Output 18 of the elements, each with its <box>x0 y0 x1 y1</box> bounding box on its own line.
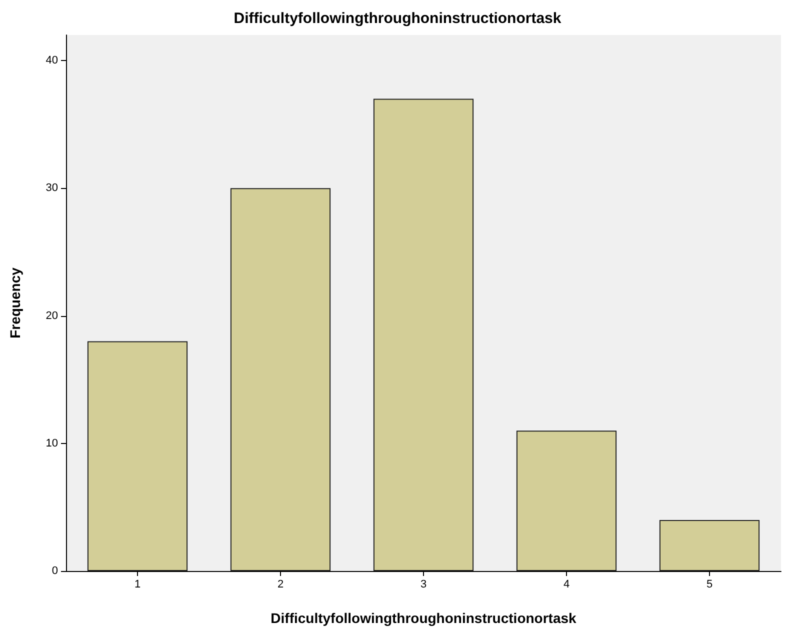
y-tick-label: 30 <box>46 182 58 194</box>
x-tick-label: 2 <box>277 578 284 590</box>
y-tick-label: 0 <box>52 565 58 577</box>
x-tick-label: 4 <box>563 578 570 590</box>
x-axis-title: Difficultyfollowingthroughoninstructionortask <box>270 610 577 626</box>
bar <box>373 98 474 571</box>
bar <box>230 188 331 571</box>
x-tick-label: 5 <box>706 578 713 590</box>
bar <box>659 520 760 571</box>
y-tick-label: 10 <box>46 437 58 450</box>
y-axis-title: Frequency <box>7 267 23 338</box>
x-tick-label: 1 <box>134 578 141 590</box>
chart-title: Difficultyfollowingthroughoninstructionortask <box>234 10 562 27</box>
bar <box>516 430 617 571</box>
y-tick-label: 20 <box>46 310 58 322</box>
y-tick-label: 40 <box>46 54 58 67</box>
x-tick-label: 3 <box>420 578 427 590</box>
bar <box>87 341 188 571</box>
